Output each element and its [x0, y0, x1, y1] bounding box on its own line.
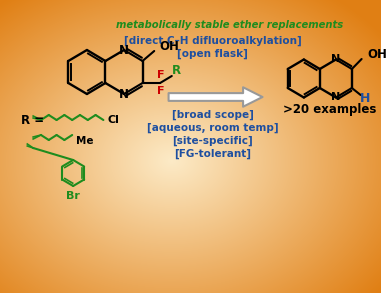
Text: R: R — [172, 64, 181, 78]
Text: OH: OH — [159, 40, 179, 54]
Text: [FG-tolerant]: [FG-tolerant] — [174, 149, 251, 159]
Text: Br: Br — [66, 191, 80, 201]
Text: [broad scope]: [broad scope] — [172, 110, 254, 120]
Text: [aqueous, room temp]: [aqueous, room temp] — [147, 123, 278, 133]
Text: R =: R = — [21, 113, 44, 127]
Text: H: H — [360, 93, 371, 105]
Text: N: N — [119, 43, 129, 57]
Text: Cl: Cl — [107, 115, 119, 125]
Text: F: F — [157, 70, 165, 80]
FancyArrowPatch shape — [168, 87, 262, 107]
Text: N: N — [119, 88, 129, 100]
Text: [direct C–H difluoroalkylation]: [direct C–H difluoroalkylation] — [124, 36, 301, 46]
Text: N: N — [331, 54, 340, 64]
Text: F: F — [157, 86, 165, 96]
Text: [open flask]: [open flask] — [177, 49, 248, 59]
Text: >20 examples: >20 examples — [283, 103, 376, 117]
Text: [site-specific]: [site-specific] — [172, 136, 253, 146]
Text: metabolically stable ether replacements: metabolically stable ether replacements — [115, 20, 343, 30]
Text: N: N — [331, 93, 340, 103]
Text: OH: OH — [367, 49, 387, 62]
Text: Me: Me — [76, 136, 94, 146]
